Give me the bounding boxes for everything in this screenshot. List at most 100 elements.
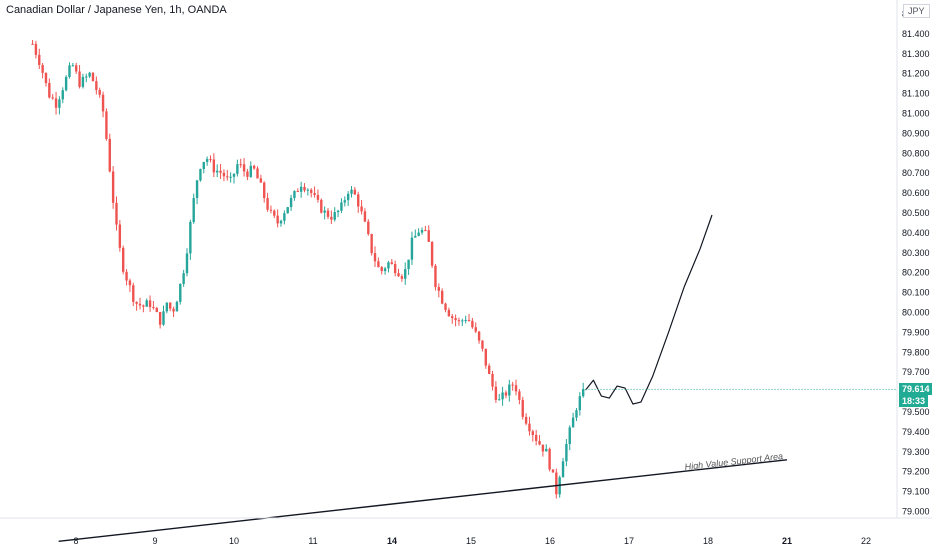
candle-body — [155, 308, 158, 313]
candle-body — [380, 267, 383, 272]
candle-body — [521, 399, 524, 417]
price-tick-label: 79.700 — [902, 367, 930, 377]
candle-body — [511, 384, 514, 386]
candle-body — [545, 448, 548, 452]
candle-body — [440, 290, 444, 304]
candle-body — [115, 202, 118, 225]
candle-body — [538, 440, 541, 445]
candle-body — [48, 83, 51, 98]
price-tick-label: 80.900 — [902, 128, 930, 138]
candle-body — [148, 300, 152, 308]
candle-body — [410, 237, 414, 260]
candle-body — [118, 224, 122, 248]
time-tick-label: 11 — [308, 536, 317, 546]
candle-body — [142, 305, 145, 307]
candle-body — [108, 138, 111, 172]
candle-body — [471, 320, 474, 328]
candle-body — [484, 348, 488, 366]
price-tick-label: 80.400 — [902, 228, 930, 238]
candle-body — [98, 89, 101, 95]
time-tick-label: 14 — [387, 536, 397, 546]
candle-body — [571, 417, 575, 428]
price-tick-label: 80.200 — [902, 268, 930, 278]
candle-body — [38, 54, 41, 65]
candle-body — [434, 265, 437, 288]
support-trendline[interactable] — [58, 459, 788, 543]
candle-body — [323, 210, 326, 213]
candle-body — [276, 215, 279, 224]
price-tick-label: 80.500 — [902, 208, 930, 218]
candle-body — [548, 448, 551, 470]
candle-body — [232, 173, 236, 177]
candle-body — [162, 311, 165, 325]
candle-body — [125, 271, 128, 281]
bar-countdown-label: 18:33 — [899, 395, 929, 408]
candle-body — [464, 319, 467, 321]
candle-body — [414, 235, 417, 238]
candle-body — [51, 97, 54, 99]
price-tick-label: 79.400 — [902, 427, 930, 437]
price-tick-label: 79.200 — [902, 467, 930, 477]
candle-body — [105, 111, 108, 139]
candle-body — [481, 340, 484, 349]
candle-body — [273, 210, 276, 216]
candle-body — [528, 423, 531, 432]
candle-body — [360, 206, 363, 212]
candle-body — [437, 287, 441, 291]
candle-body — [41, 64, 44, 73]
candle-body — [568, 427, 571, 444]
candle-body — [169, 302, 172, 309]
candle-body — [336, 210, 340, 213]
candle-body — [310, 189, 313, 194]
candle-body — [447, 309, 451, 317]
candle-body — [229, 176, 232, 178]
candle-body — [575, 410, 578, 418]
time-axis[interactable]: 8 9 10 11 14 15 16 17 18 21 22 — [73, 536, 871, 546]
candle-body — [219, 170, 222, 173]
candle-body — [158, 312, 162, 325]
candle-body — [350, 189, 353, 194]
price-tick-label: 80.700 — [902, 168, 930, 178]
price-tick-label: 79.300 — [902, 447, 930, 457]
candle-body — [326, 210, 330, 217]
candle-body — [175, 301, 179, 312]
projection-path[interactable] — [585, 214, 713, 405]
candle-body — [474, 327, 477, 332]
candle-body — [145, 300, 148, 307]
candle-body — [64, 76, 68, 91]
candle-body — [263, 182, 266, 198]
price-tick-label: 79.000 — [902, 507, 930, 517]
candle-body — [397, 273, 400, 277]
currency-badge[interactable]: JPY — [903, 4, 930, 18]
candle-body — [320, 199, 323, 213]
candle-body — [179, 283, 182, 302]
price-tick-label: 80.600 — [902, 188, 930, 198]
candle-body — [333, 212, 336, 220]
candle-body — [565, 443, 568, 462]
candle-body — [296, 191, 299, 193]
candle-body — [494, 386, 498, 400]
candle-body — [501, 392, 504, 400]
time-tick-label: 8 — [73, 536, 78, 546]
candle-body — [71, 65, 75, 67]
candle-body — [357, 194, 360, 207]
time-tick-label: 16 — [545, 536, 555, 546]
last-price-label: 79.614 — [899, 383, 932, 396]
candle-body — [561, 461, 565, 478]
candle-body — [252, 165, 256, 169]
candle-body — [330, 216, 333, 220]
candle-body — [61, 90, 64, 100]
price-tick-label: 81.400 — [902, 29, 930, 39]
candle-body — [387, 262, 390, 269]
time-tick-label: 17 — [624, 536, 634, 546]
candle-body — [68, 65, 71, 77]
candle-body — [58, 99, 61, 108]
candle-body — [182, 273, 185, 284]
candle-body — [205, 159, 209, 163]
candle-body — [353, 189, 357, 195]
price-tick-label: 79.800 — [902, 347, 930, 357]
candle-body — [524, 416, 528, 424]
candle-body — [172, 308, 175, 312]
candle-body — [138, 303, 142, 306]
